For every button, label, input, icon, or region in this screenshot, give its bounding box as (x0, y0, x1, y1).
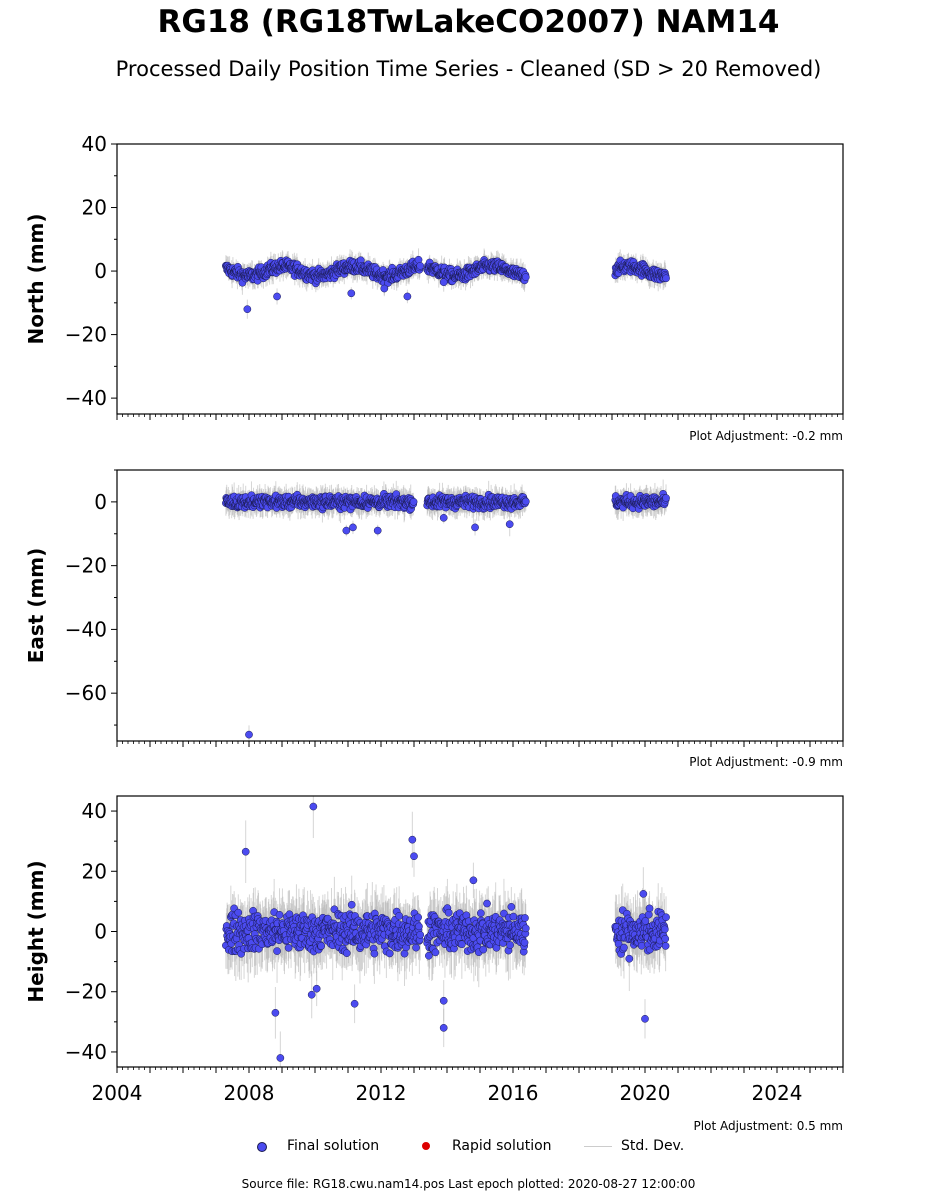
data-point (245, 730, 253, 739)
data-point (349, 523, 357, 532)
data-point (521, 497, 530, 506)
data-point (505, 520, 514, 529)
y-tick-label: 40 (82, 132, 107, 156)
y-axis-label: East (mm) (24, 548, 48, 664)
data-point (403, 292, 412, 301)
y-tick-label: −60 (65, 681, 107, 705)
data-point (409, 497, 418, 506)
chart-title: RG18 (RG18TwLakeCO2007) NAM14 (157, 4, 780, 40)
data-group (222, 248, 670, 319)
chart-subtitle: Processed Daily Position Time Series - C… (115, 57, 822, 81)
panel-0: 40 20 0 −20 −40 North (mm) Plot Adjustment: -0… (24, 132, 844, 443)
data-point (347, 289, 356, 298)
data-point (471, 523, 479, 532)
y-tick-label: 0 (94, 259, 107, 283)
data-point (273, 947, 281, 955)
data-point (662, 274, 670, 283)
data-point (521, 273, 530, 281)
y-tick-label: 0 (94, 490, 107, 514)
data-point (373, 526, 382, 535)
data-point (342, 526, 351, 535)
y-tick-label: −20 (65, 554, 107, 578)
data-point (416, 261, 425, 270)
data-point (273, 292, 281, 301)
data-point (317, 942, 326, 950)
data-point (439, 278, 448, 287)
data-point (347, 900, 356, 909)
data-point (370, 949, 379, 958)
data-point (395, 912, 403, 920)
data-point (380, 284, 389, 293)
data-point (342, 949, 351, 957)
data-group (222, 479, 670, 741)
data-group (222, 796, 670, 1067)
data-point (275, 910, 284, 919)
y-tick-label: −40 (65, 617, 107, 641)
plot-adjustment: Plot Adjustment: -0.2 mm (689, 429, 843, 443)
data-point (243, 305, 252, 314)
data-point (385, 949, 394, 958)
data-point (662, 494, 670, 502)
axes-frame (116, 143, 844, 415)
y-tick-label: −40 (65, 386, 107, 410)
plot-adjustment: Plot Adjustment: -0.9 mm (689, 755, 843, 769)
data-point (284, 943, 293, 952)
y-tick-label: −20 (65, 323, 107, 347)
y-axis-label: North (mm) (24, 213, 48, 344)
data-point (439, 513, 448, 522)
y-tick-label: 20 (82, 196, 107, 220)
data-point (400, 949, 409, 958)
data-point (234, 908, 243, 917)
panel-1: 0 −20 −40 −60 East (mm) Plot Adjustment: -0.9… (24, 469, 844, 769)
